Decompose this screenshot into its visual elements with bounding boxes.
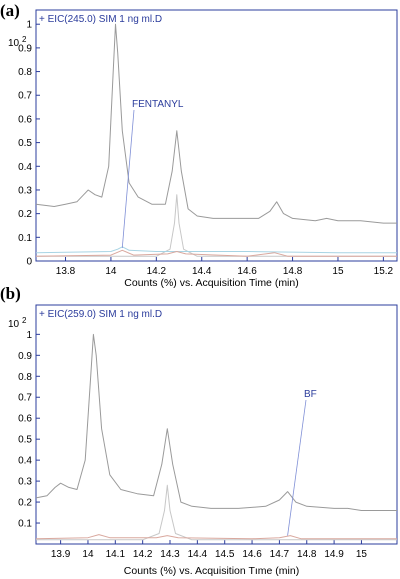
x-tick-label: 14.8: [297, 549, 317, 560]
y-tick-label: 0.4: [18, 456, 32, 467]
panel-letter: (b): [0, 284, 21, 303]
y-tick-label: 0.8: [18, 372, 32, 383]
annotation-label: BF: [304, 389, 317, 400]
y-tick-label: 0.9: [18, 351, 32, 362]
chart-panel-b: (b) 10 2 0.1 0.2 0.3 0.4 0.5 0.6 0.7 0.8 0.9 1 13.9 14…: [0, 284, 398, 577]
x-axis-title: Counts (%) vs. Acquisition Tıme (min): [124, 565, 299, 577]
y-tick-label: 0.4: [18, 162, 32, 173]
x-tick-label: 15: [332, 266, 344, 277]
y-tick-label: 0.3: [18, 185, 32, 196]
x-tick-label: 13.8: [56, 266, 76, 277]
y-tick-label: 0.1: [18, 233, 32, 244]
y-tick-label: 0.6: [18, 414, 32, 425]
series-line-4: [35, 249, 397, 257]
x-tick-label: 14.1: [106, 549, 126, 560]
y-scale-base: 10: [8, 38, 20, 49]
x-tick-label: 14.4: [188, 549, 208, 560]
y-tick-label: 0.1: [18, 519, 32, 530]
x-tick-label: 14.5: [215, 549, 235, 560]
x-tick-label: 14.7: [270, 549, 290, 560]
y-scale-exponent: 2: [22, 316, 27, 325]
x-tick-label: 15.2: [374, 266, 394, 277]
x-axis-title: Counts (%) vs. Acquisition Time (min): [124, 277, 298, 289]
chart-panel-a: (a) 10 2 0 0.1 0.2 0.3 0.4 0.5 0.6 0.7 0.8 0.9 1 13.8 1…: [0, 1, 398, 289]
x-tick-label: 14.8: [283, 266, 303, 277]
y-tick-label: 0: [26, 257, 32, 268]
x-tick-label: 14.4: [192, 266, 212, 277]
y-tick-label: 0.5: [18, 138, 32, 149]
y-tick-label: 0.9: [18, 43, 32, 54]
trace-title: + EIC(259.0) SIM 1 ng ml.D: [39, 309, 162, 320]
x-tick-label: 14.6: [242, 549, 262, 560]
y-tick-label: 0.5: [18, 435, 32, 446]
series-line-1: [35, 23, 397, 224]
x-tick-label: 13.9: [51, 549, 71, 560]
x-tick-label: 14.2: [147, 266, 167, 277]
series-line-3: [35, 246, 397, 254]
y-scale-base: 10: [8, 319, 20, 330]
annotation-label: FENTANYL: [132, 99, 184, 110]
y-scale-exponent: 2: [22, 35, 27, 44]
x-tick-label: 14.2: [133, 549, 153, 560]
y-tick-label: 1: [26, 20, 32, 31]
series-line-2: [36, 194, 397, 257]
annotation-leader-line: [287, 399, 307, 536]
y-tick-label: 0.3: [18, 477, 32, 488]
y-tick-label: 0.7: [18, 91, 32, 102]
y-tick-label: 0.2: [18, 209, 32, 220]
x-tick-label: 14.3: [160, 549, 180, 560]
series-line-1: [35, 333, 397, 511]
x-tick-label: 15: [356, 549, 368, 560]
y-tick-label: 0.2: [18, 498, 32, 509]
trace-title: + EIC(245.0) SIM 1 ng ml.D: [39, 14, 162, 25]
x-tick-label: 14: [82, 549, 94, 560]
series-line-2: [36, 484, 397, 541]
panel-letter: (a): [0, 1, 20, 20]
plot-frame: [35, 304, 398, 545]
y-tick-label: 0.8: [18, 67, 32, 78]
plot-frame: [35, 9, 398, 262]
y-tick-label: 1: [26, 330, 32, 341]
x-tick-label: 14.9: [324, 549, 344, 560]
x-tick-label: 14: [105, 266, 117, 277]
y-tick-label: 0.6: [18, 114, 32, 125]
x-tick-label: 14.6: [237, 266, 257, 277]
y-tick-label: 0.7: [18, 393, 32, 404]
annotation-leader-line: [121, 109, 135, 249]
series-line-3: [35, 534, 397, 540]
